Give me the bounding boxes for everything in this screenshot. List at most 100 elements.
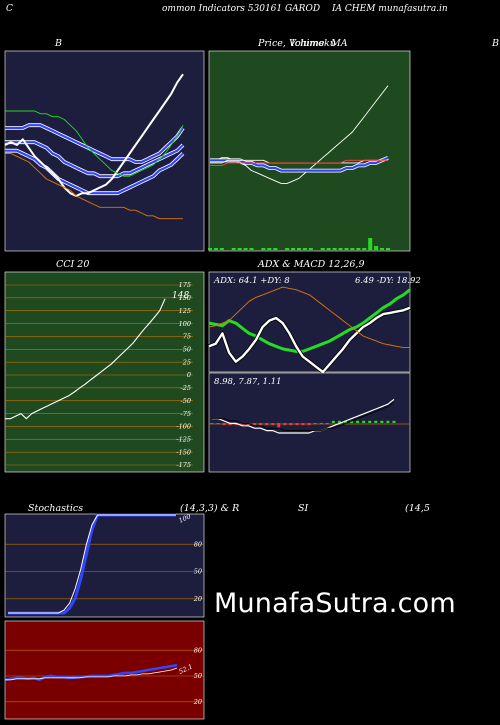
volume-bar — [350, 248, 355, 250]
plus-di-line — [208, 306, 411, 374]
macd-histogram-bar — [307, 423, 311, 426]
bollinger-series — [4, 73, 185, 220]
macd-histogram-bar — [392, 420, 396, 423]
tick-label: 80 — [194, 540, 202, 548]
ema-green-line — [5, 110, 184, 177]
volume-bar — [320, 248, 325, 250]
macd-histogram-bar — [313, 423, 317, 424]
macd-histogram-bar — [319, 423, 323, 424]
macd-histogram-bar — [343, 420, 347, 423]
price-label-ma: MA — [331, 38, 348, 49]
macd-histogram-bar — [331, 420, 335, 423]
macd-histogram-bar — [356, 420, 360, 423]
volume-bar — [308, 248, 313, 250]
price-label-ichimoku: Ichimoku — [291, 38, 336, 49]
volume-bar — [261, 248, 266, 250]
minus-di-line — [208, 286, 410, 349]
tick-label: -25 — [181, 384, 191, 392]
macd-line — [212, 398, 395, 434]
header-title-right: IA CHEM munafasutra.in — [332, 4, 448, 14]
macd-histogram-bar — [265, 423, 269, 426]
adx-readout-left: ADX: 64.1 +DY: 8 — [213, 276, 290, 286]
macd-histogram-bar — [386, 420, 390, 423]
volume-bar — [344, 248, 349, 250]
macd-histogram-bar — [374, 420, 378, 423]
volume-bar — [249, 248, 254, 250]
tick-label: 175 — [179, 281, 191, 289]
tick-label: 20 — [193, 698, 202, 706]
volume-bar — [243, 248, 248, 250]
ema-orange-line — [5, 153, 183, 220]
macd-readout: 8.98, 7.87, 1.11 — [214, 377, 282, 387]
volume-bar — [219, 248, 224, 250]
rsi-series: 80 50 20 — [4, 646, 204, 706]
bollinger-label: B — [55, 38, 62, 49]
volume-bar — [213, 248, 218, 250]
tick-label: 75 — [183, 333, 191, 341]
tick-label: 20 — [193, 595, 202, 603]
macd-histogram-bar — [210, 423, 214, 424]
upper-line — [5, 124, 184, 164]
price-label-volume: Volume — [288, 38, 325, 49]
volume-bar — [208, 248, 212, 250]
macd-histogram-bar — [222, 423, 226, 426]
volume-bar — [356, 248, 361, 250]
volume-bar — [237, 248, 242, 250]
macd-histogram-bar — [362, 420, 366, 423]
volume-bar — [285, 248, 290, 250]
volume-bar — [291, 248, 296, 250]
ma-red-line — [210, 159, 388, 166]
volume-bar — [368, 238, 373, 250]
tick-label: -150 — [176, 448, 191, 456]
macd-histogram-bar — [234, 423, 238, 426]
macd-histogram-bar — [289, 423, 293, 426]
cci-line — [5, 298, 166, 420]
volume-bar — [267, 248, 272, 250]
macd-histogram-bar — [228, 423, 232, 426]
price-label-price: Price, — [258, 38, 286, 49]
macd-histogram-bar — [277, 423, 281, 428]
tick-label: 50 — [194, 568, 202, 576]
tick-label: 50 — [183, 345, 191, 353]
macd-histogram-bar — [252, 423, 256, 426]
adx-line — [208, 288, 411, 353]
tick-label: 25 — [182, 358, 191, 366]
macd-series — [209, 398, 410, 434]
volume-bar — [374, 246, 379, 250]
rsi-white-line — [5, 667, 178, 681]
volume-bar — [362, 248, 367, 250]
lower-line — [5, 149, 184, 195]
macd-histogram-bar — [259, 423, 263, 426]
macd-histogram-bar — [295, 423, 299, 426]
macd-histogram-bar — [283, 423, 287, 426]
macd-histogram-bar — [325, 423, 329, 424]
cci-panel — [4, 271, 205, 473]
volume-bar — [386, 248, 390, 250]
price-line — [4, 73, 184, 197]
macd-histogram-bar — [301, 423, 305, 426]
stochastics-label: Stochastics — [28, 503, 84, 514]
adx-label: ADX & MACD 12,26,9 — [258, 259, 365, 270]
signal-line — [212, 401, 395, 432]
macd-histogram-bar — [271, 423, 275, 426]
rsi-label: SI — [298, 503, 309, 514]
volume-bar — [302, 248, 307, 250]
tick-label: -100 — [176, 423, 191, 431]
tick-label: 50 — [194, 672, 202, 680]
volume-bar — [332, 248, 337, 250]
stochastics-panel — [4, 513, 205, 618]
macd-histogram-bar — [240, 423, 244, 426]
volume-bar — [338, 248, 343, 250]
cci-label: CCI 20 — [56, 259, 90, 270]
rsi-panel — [4, 620, 205, 720]
header-left: C — [6, 4, 13, 14]
macd-histogram-bar — [337, 420, 341, 423]
tick-label: 150 — [179, 294, 191, 302]
macd-histogram-bar — [368, 420, 372, 423]
price-right-edge: B — [492, 38, 499, 49]
tick-label: 0 — [187, 371, 191, 379]
tick-label: -125 — [176, 435, 191, 443]
price-series — [208, 85, 390, 250]
price-label: Price, Volume — [258, 38, 324, 49]
